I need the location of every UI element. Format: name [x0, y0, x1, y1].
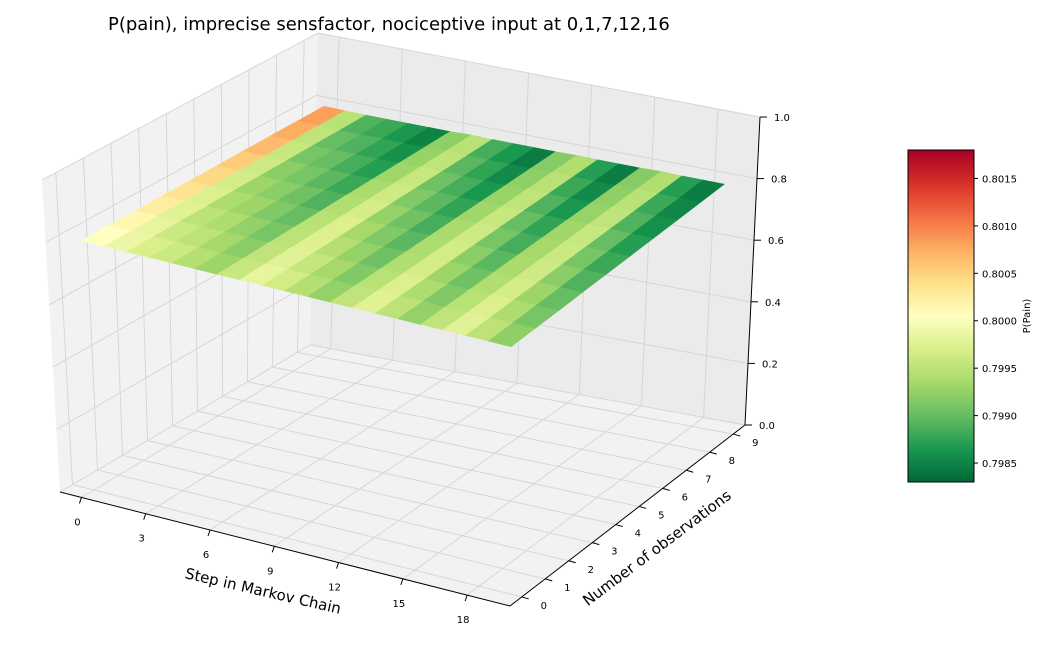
colorbar-gradient — [907, 149, 975, 483]
z-tick-label: 0.8 — [771, 175, 787, 186]
z-tick-label: 0.4 — [765, 298, 781, 309]
y-tick-label: 2 — [588, 565, 594, 576]
y-tick-label: 0 — [541, 601, 547, 612]
x-tick-label: 3 — [139, 534, 145, 545]
floor-pane — [60, 345, 745, 606]
x-tick-label: 12 — [328, 583, 341, 594]
z-tick-label: 0.6 — [768, 236, 784, 247]
x-tick-label: 9 — [267, 566, 273, 577]
x-tick-label: 15 — [392, 599, 405, 610]
x-tick-label: 18 — [457, 615, 470, 626]
x-tick-mark — [400, 578, 404, 586]
y-tick-mark — [615, 524, 623, 528]
x-tick-mark — [336, 562, 340, 569]
y-tick-label: 6 — [682, 492, 688, 503]
y-tick-mark — [662, 487, 670, 491]
colorbar-tick-label: 0.7990 — [982, 412, 1017, 423]
z-tick-label: 0.2 — [762, 359, 778, 370]
colorbar-tick-label: 0.8015 — [982, 174, 1017, 185]
y-tick-mark — [639, 505, 647, 509]
surface — [80, 105, 725, 348]
colorbar-label: P(Pain) — [1022, 299, 1033, 334]
y-tick-mark — [568, 560, 576, 564]
y-tick-label: 1 — [564, 583, 570, 594]
surface-patch — [487, 322, 536, 348]
x-tick-mark — [271, 546, 275, 553]
x-tick-mark — [207, 529, 211, 537]
y-tick-label: 5 — [658, 510, 664, 521]
x-tick-mark — [464, 594, 468, 602]
y-tick-label: 9 — [752, 438, 758, 449]
z-axis-line — [744, 116, 761, 426]
z-tick-label: 1.0 — [774, 113, 790, 124]
colorbar-tick-label: 0.8010 — [982, 222, 1017, 233]
y-tick-label: 8 — [729, 456, 735, 467]
colorbar-tick-label: 0.8000 — [982, 317, 1017, 328]
z-tick-label: 0.0 — [759, 421, 775, 432]
grid-line-z — [45, 94, 758, 243]
grid-line-z — [59, 344, 746, 493]
grid-line-z — [41, 32, 761, 181]
colorbar-tick-label: 0.7995 — [982, 364, 1017, 375]
y-axis-line — [509, 424, 746, 607]
x-tick-label: 6 — [203, 550, 209, 561]
y-tick-mark — [592, 542, 600, 546]
y-tick-label: 4 — [635, 529, 641, 540]
y-tick-label: 7 — [705, 474, 711, 485]
y-tick-label: 3 — [611, 547, 617, 558]
colorbar-tick-label: 0.8005 — [982, 269, 1017, 280]
chart-title: P(pain), imprecise sensfactor, nocicepti… — [108, 14, 670, 35]
x-tick-mark — [143, 513, 147, 520]
y-tick-mark — [545, 578, 553, 582]
colorbar-tick-label: 0.7985 — [982, 459, 1017, 470]
x-axis-line — [59, 491, 511, 607]
y-tick-mark — [521, 596, 529, 600]
x-tick-label: 0 — [74, 517, 80, 528]
y-tick-mark — [686, 469, 694, 473]
y-tick-mark — [733, 433, 741, 437]
x-tick-mark — [78, 497, 82, 504]
y-tick-mark — [709, 451, 717, 455]
colorbar-ticks: 0.7985 0.7990 0.7995 0.8000 0.8005 0.8010 0.80… — [974, 174, 1017, 470]
